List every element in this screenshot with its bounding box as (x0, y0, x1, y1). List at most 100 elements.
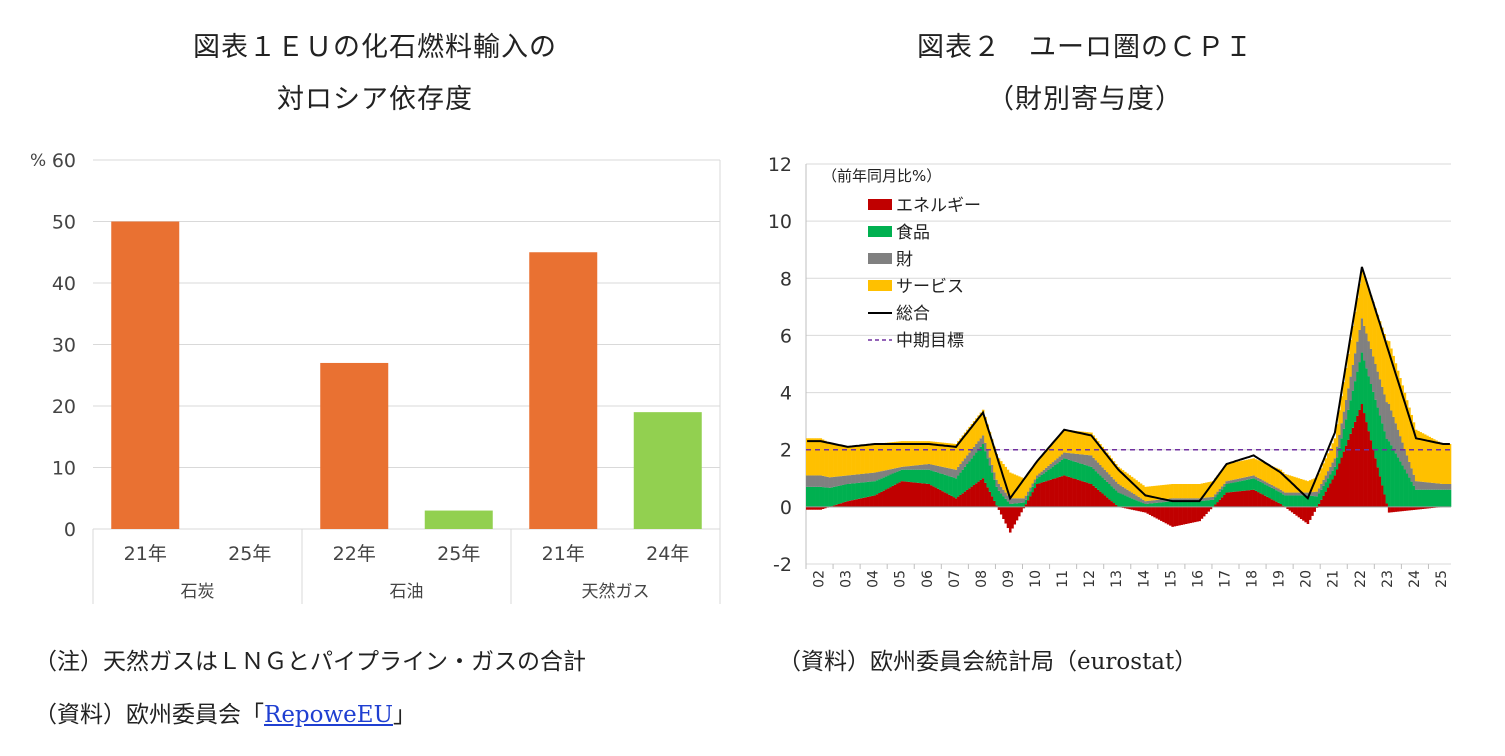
cpi-bar-food (1295, 495, 1298, 507)
cpi-bar-services (1396, 370, 1400, 430)
cpi-bar-energy (1358, 409, 1362, 507)
cpi-bar-goods (902, 466, 906, 470)
cpi-bar-services (1223, 466, 1226, 484)
cpi-bar-goods (844, 475, 847, 485)
cpi-bar-goods (1396, 429, 1400, 458)
bar-y-tick-labels: 0 10 20 30 40 50 60 (52, 150, 76, 541)
cpi-bar-food (1347, 409, 1350, 440)
cpi-bar-goods (1241, 477, 1244, 481)
cpi-bar-energy (1275, 501, 1278, 507)
cpi-bar-energy (1293, 506, 1296, 514)
cpi-bar-energy (1087, 483, 1091, 507)
bar-group-label: 石炭 (181, 582, 215, 602)
cpi-bar-services (1214, 478, 1217, 495)
cpi-y-tick-label: 2 (780, 440, 792, 462)
cpi-bar-food (810, 486, 814, 507)
cpi-bar-goods (1094, 460, 1098, 472)
cpi-bar-services (1157, 485, 1161, 500)
cpi-bar-goods (1263, 481, 1267, 485)
cpi-bar-food (1313, 496, 1316, 507)
cpi-bar-energy (1103, 495, 1107, 507)
cpi-bar-food (934, 471, 938, 488)
cpi-bar-energy (855, 499, 859, 507)
cpi-bar-energy (1207, 506, 1210, 512)
cpi-bar-food (1279, 492, 1283, 504)
cpi-bar-services (1268, 464, 1271, 484)
cpi-bar-food (1056, 463, 1059, 478)
cpi-bar-food (1261, 483, 1265, 495)
cpi-bar-energy (1092, 485, 1095, 507)
cpi-bar-services (1329, 448, 1332, 467)
cpi-bar-energy (1428, 506, 1432, 509)
cpi-bar-goods (1372, 356, 1375, 392)
cpi-bar-goods (1347, 388, 1350, 410)
cpi-bar-food (806, 486, 809, 507)
cpi-bar-food (995, 486, 998, 506)
cpi-bar-energy (1295, 506, 1298, 516)
cpi-bar-energy (1317, 503, 1321, 507)
cpi-bar-energy (1101, 493, 1104, 507)
cpi-bar-energy (873, 495, 877, 507)
cpi-bar-services (1211, 481, 1215, 497)
cpi-bar-energy (1259, 493, 1262, 507)
cpi-bar-goods (893, 468, 897, 473)
cpi-bar-food (1031, 486, 1035, 493)
cpi-bar-energy (918, 483, 922, 507)
cpi-bar-energy (889, 487, 892, 507)
cpi-bar-services (1099, 444, 1102, 465)
cpi-bar-goods (824, 476, 827, 488)
cpi-bar-energy (1324, 491, 1328, 507)
cpi-bar-food (1403, 469, 1407, 507)
cpi-bar-goods (1101, 467, 1104, 478)
cpi-bar-services (1248, 459, 1251, 477)
repowereu-link[interactable]: RepoweEU (264, 702, 393, 728)
cpi-bar-goods (1058, 456, 1062, 462)
cpi-bar-energy (1173, 506, 1177, 527)
cpi-bar-energy (869, 496, 872, 507)
cpi-bar-food (1015, 503, 1019, 507)
cpi-bar-food (869, 481, 872, 497)
cpi-bar-goods (1123, 488, 1127, 496)
bar-y-tick-label: 40 (52, 273, 76, 295)
cpi-bar-energy (1229, 492, 1233, 507)
cpi-bar-services (1270, 465, 1274, 485)
cpi-bar-goods (977, 441, 980, 450)
cpi-bar-services (1354, 311, 1357, 354)
cpi-bar-energy (1281, 505, 1285, 507)
cpi-bar-services (864, 444, 868, 474)
cpi-bar-goods (905, 466, 908, 470)
cpi-bar-goods (1036, 475, 1039, 479)
cpi-bar-energy (1072, 478, 1075, 507)
cpi-bar-goods (880, 471, 883, 479)
cpi-bar-goods (1139, 498, 1143, 503)
cpi-bar-services (1342, 382, 1346, 412)
cpi-bar-food (1216, 494, 1220, 503)
cpi-bar-services (875, 443, 879, 473)
cpi-bar-goods (1110, 476, 1114, 487)
cpi-bar-food (1432, 489, 1436, 507)
cpi-bar-goods (1313, 491, 1316, 497)
cpi-bar-services (866, 444, 870, 474)
left-chart-title: 図表１ＥＵの化石燃料輸入の 対ロシア依存度 (120, 34, 630, 138)
cpi-bar-services (952, 443, 956, 470)
cpi-bar-goods (959, 464, 962, 473)
cpi-bar-goods (1248, 476, 1251, 480)
cpi-bar-goods (1090, 455, 1093, 467)
cpi-bar-services (1254, 459, 1258, 477)
cpi-bar-goods (826, 476, 829, 488)
cpi-bar-food (1013, 503, 1017, 507)
cpi-bar-food (1259, 481, 1262, 494)
cpi-bar-energy (853, 499, 856, 507)
cpi-bar-goods (1076, 454, 1080, 463)
cpi-bar-food (1087, 466, 1091, 484)
cpi-bar-services (846, 446, 850, 476)
cpi-bar-goods (821, 475, 825, 488)
cpi-bar-goods (1369, 348, 1373, 384)
cpi-bar-services (1065, 429, 1068, 453)
cpi-bar-food (1189, 501, 1192, 507)
cpi-bar-goods (939, 466, 942, 474)
cpi-bar-energy (990, 496, 994, 507)
cpi-bar-goods (1114, 481, 1118, 491)
cpi-bar-food (997, 490, 1001, 507)
cpi-bar-food (1277, 491, 1280, 503)
